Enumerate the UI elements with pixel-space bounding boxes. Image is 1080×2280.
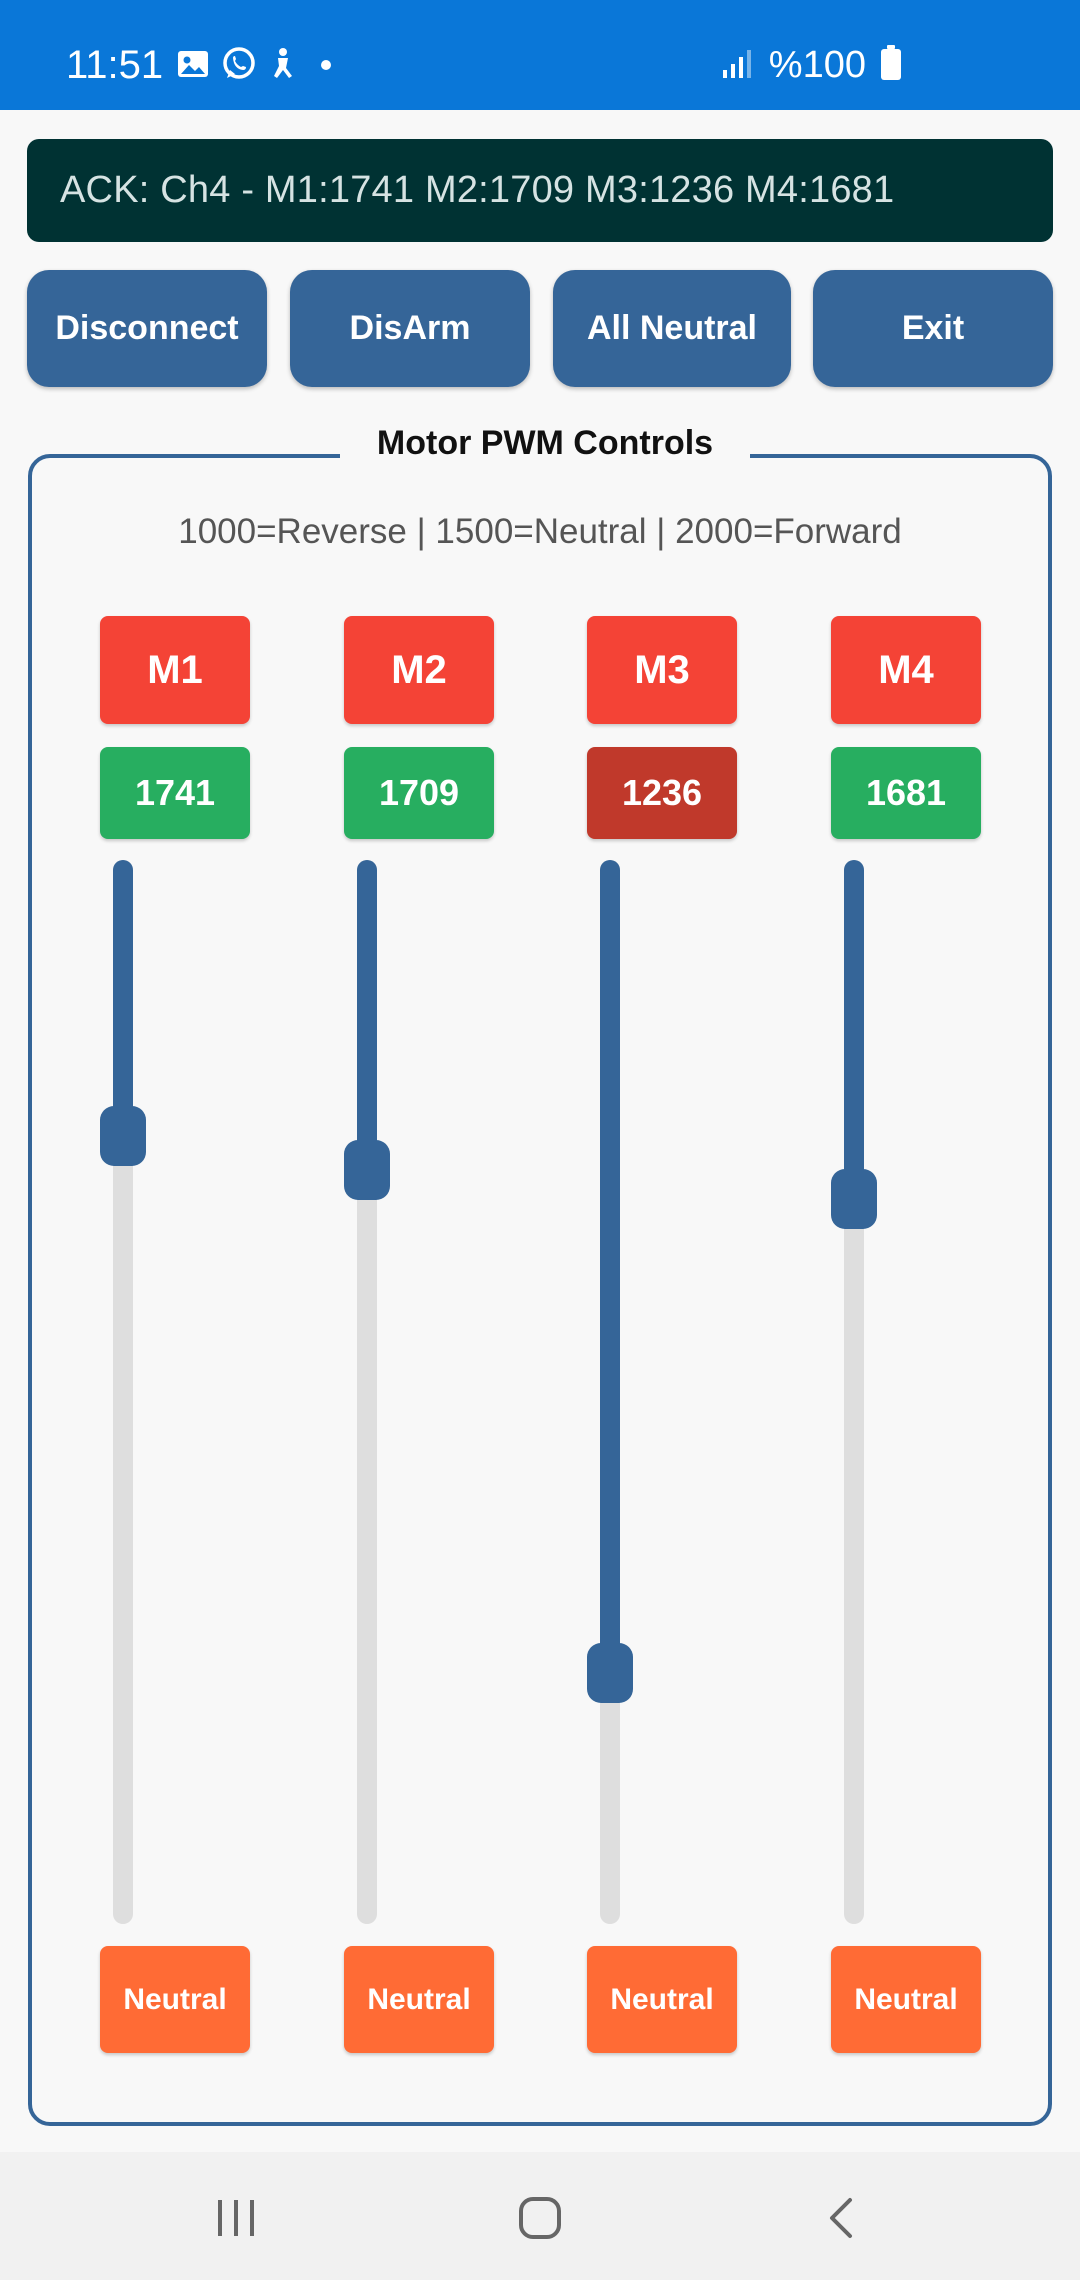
neutral-button[interactable]: Neutral bbox=[100, 1946, 250, 2053]
neutral-button[interactable]: Neutral bbox=[831, 1946, 981, 2053]
motor-label: M4 bbox=[831, 616, 981, 724]
slider-fill bbox=[844, 860, 864, 1200]
slider-fill bbox=[600, 860, 620, 1673]
system-nav-bar bbox=[0, 2152, 1080, 2280]
motor-value: 1681 bbox=[831, 747, 981, 839]
motor-value: 1709 bbox=[344, 747, 494, 839]
motor-value: 1236 bbox=[587, 747, 737, 839]
motor-label: M2 bbox=[344, 616, 494, 724]
motor-slider[interactable] bbox=[587, 860, 633, 1924]
motor-slider[interactable] bbox=[100, 860, 146, 1924]
motor-column-m3: M3 1236 Neutral bbox=[587, 0, 737, 2280]
neutral-button[interactable]: Neutral bbox=[344, 1946, 494, 2053]
slider-thumb[interactable] bbox=[344, 1139, 390, 1200]
group-title-container: Motor PWM Controls bbox=[340, 418, 750, 468]
pwm-legend: 1000=Reverse | 1500=Neutral | 2000=Forwa… bbox=[178, 512, 902, 551]
status-time: 11:51 bbox=[66, 43, 164, 87]
battery-icon bbox=[880, 44, 902, 86]
ack-text: ACK: Ch4 - M1:1741 M2:1709 M3:1236 M4:16… bbox=[60, 169, 895, 211]
whatsapp-icon bbox=[220, 45, 258, 88]
neutral-button[interactable]: Neutral bbox=[587, 1946, 737, 2053]
recents-icon[interactable] bbox=[214, 2198, 258, 2238]
slider-thumb[interactable] bbox=[587, 1642, 633, 1703]
slider-fill bbox=[113, 860, 133, 1136]
slider-thumb[interactable] bbox=[100, 1105, 146, 1166]
status-bar: 11:51 bbox=[0, 0, 1080, 110]
accessibility-icon bbox=[268, 46, 298, 87]
disconnect-button[interactable]: Disconnect bbox=[27, 270, 267, 387]
motor-label: M1 bbox=[100, 616, 250, 724]
motor-column-m2: M2 1709 Neutral bbox=[344, 0, 494, 2280]
back-icon[interactable] bbox=[822, 2196, 862, 2240]
motor-slider[interactable] bbox=[344, 860, 390, 1924]
disarm-button[interactable]: DisArm bbox=[290, 270, 530, 387]
exit-button[interactable]: Exit bbox=[813, 270, 1053, 387]
dot-icon bbox=[308, 49, 338, 84]
slider-fill bbox=[357, 860, 377, 1170]
notification-icons bbox=[176, 46, 338, 86]
motor-slider[interactable] bbox=[831, 860, 877, 1924]
gallery-icon bbox=[176, 48, 210, 85]
motor-column-m1: M1 1741 Neutral bbox=[100, 0, 250, 2280]
status-right: %100 bbox=[721, 40, 902, 90]
motor-label: M3 bbox=[587, 616, 737, 724]
all-neutral-button[interactable]: All Neutral bbox=[553, 270, 791, 387]
ack-banner: ACK: Ch4 - M1:1741 M2:1709 M3:1236 M4:16… bbox=[27, 139, 1053, 242]
motor-value: 1741 bbox=[100, 747, 250, 839]
battery-percent: %100 bbox=[768, 44, 866, 86]
group-title: Motor PWM Controls bbox=[376, 423, 714, 462]
motor-column-m4: M4 1681 Neutral bbox=[831, 0, 981, 2280]
slider-thumb[interactable] bbox=[831, 1169, 877, 1230]
home-icon[interactable] bbox=[518, 2196, 562, 2240]
signal-icon bbox=[721, 46, 755, 85]
